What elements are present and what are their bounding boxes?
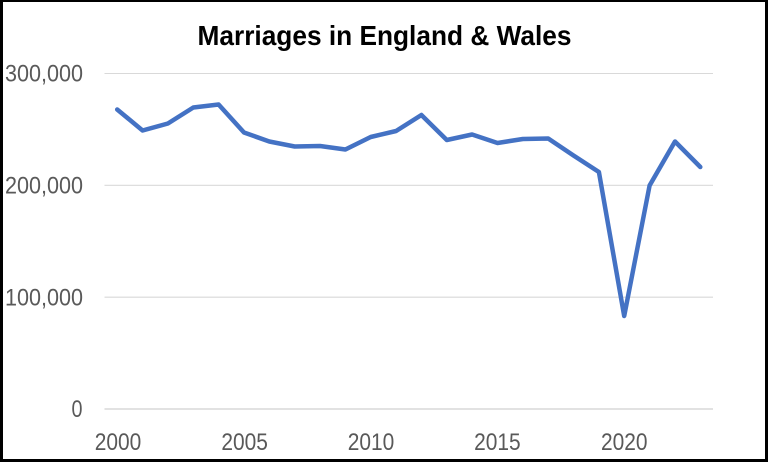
svg-text:100,000: 100,000 (5, 284, 83, 311)
svg-text:2020: 2020 (601, 429, 648, 456)
svg-text:0: 0 (72, 396, 83, 423)
svg-text:200,000: 200,000 (5, 173, 83, 200)
svg-text:2005: 2005 (221, 429, 268, 456)
svg-text:2015: 2015 (474, 429, 521, 456)
svg-text:2000: 2000 (95, 429, 142, 456)
svg-text:Marriages in England & Wales: Marriages in England & Wales (198, 20, 572, 51)
svg-text:300,000: 300,000 (5, 61, 83, 88)
svg-text:2010: 2010 (348, 429, 395, 456)
